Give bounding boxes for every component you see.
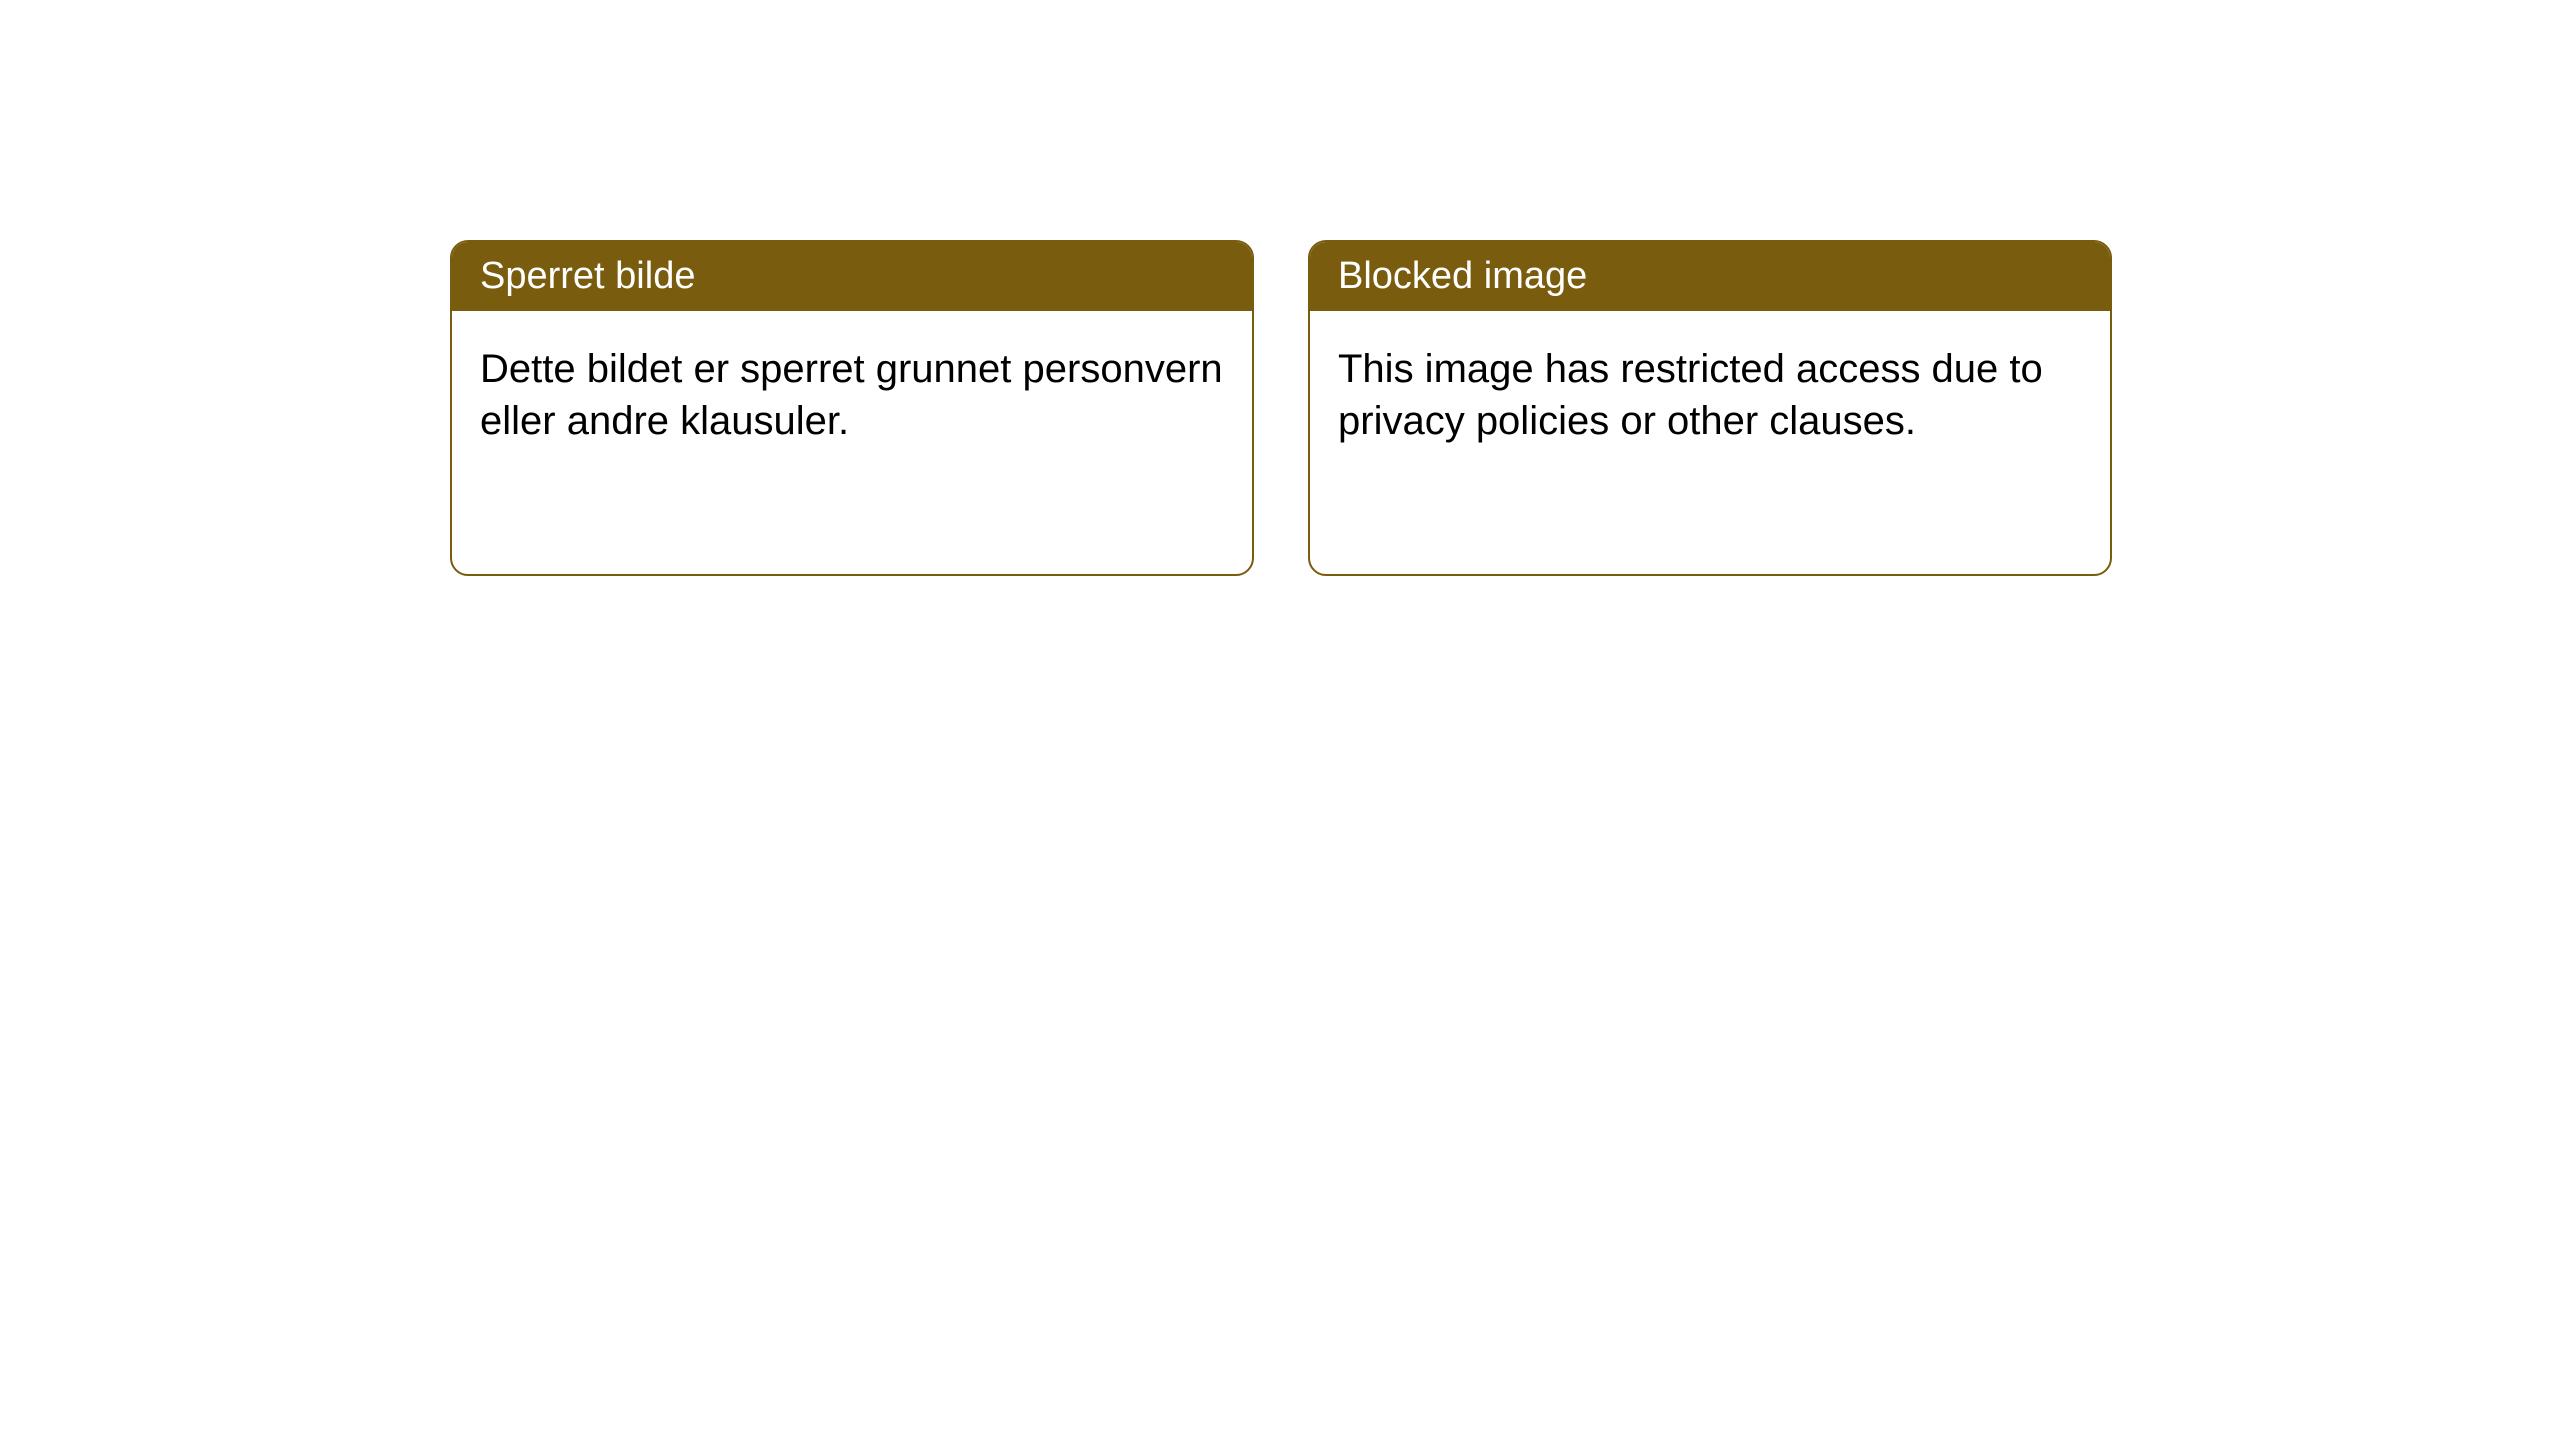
notice-header: Blocked image xyxy=(1310,242,2110,311)
notice-body-text: This image has restricted access due to … xyxy=(1338,347,2043,443)
notice-card-english: Blocked image This image has restricted … xyxy=(1308,240,2112,576)
notice-body-text: Dette bildet er sperret grunnet personve… xyxy=(480,347,1223,443)
notice-container: Sperret bilde Dette bildet er sperret gr… xyxy=(0,0,2560,576)
notice-header: Sperret bilde xyxy=(452,242,1252,311)
notice-title: Blocked image xyxy=(1338,255,1587,297)
notice-body: This image has restricted access due to … xyxy=(1310,311,2110,479)
notice-card-norwegian: Sperret bilde Dette bildet er sperret gr… xyxy=(450,240,1254,576)
notice-body: Dette bildet er sperret grunnet personve… xyxy=(452,311,1252,479)
notice-title: Sperret bilde xyxy=(480,255,695,297)
